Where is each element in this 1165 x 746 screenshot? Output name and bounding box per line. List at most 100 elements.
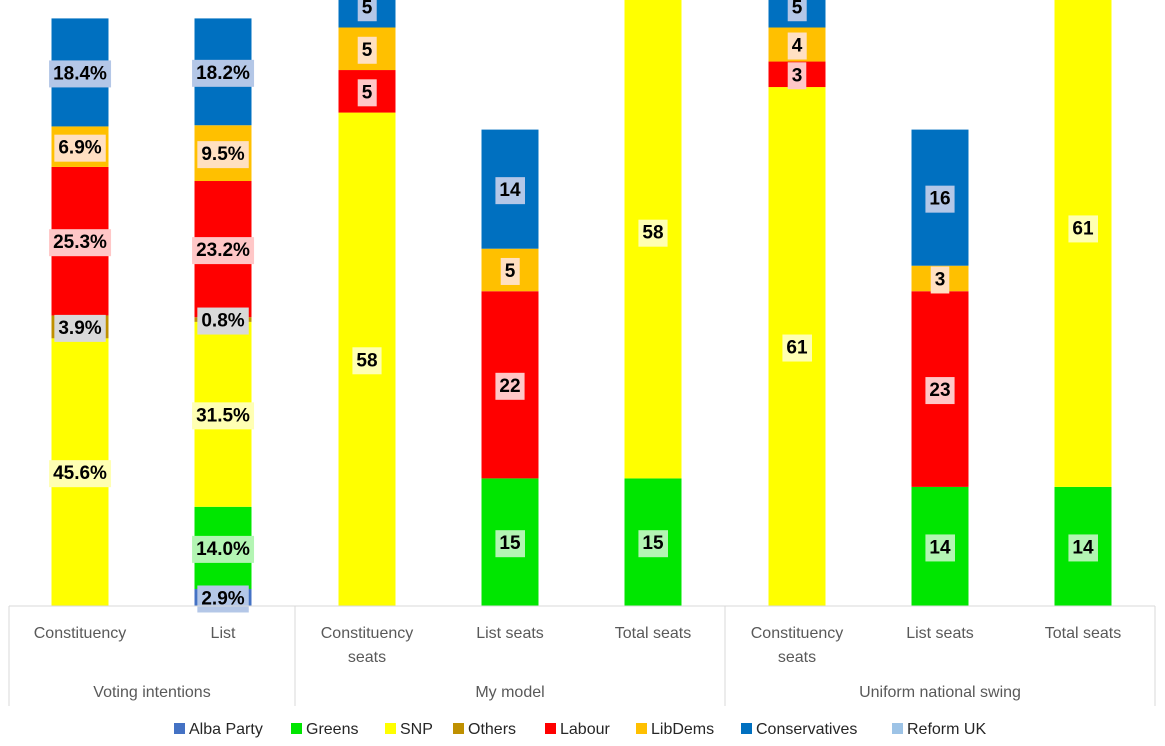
data-label-libdems-1: 9.5% <box>197 141 249 169</box>
data-label-text: 14.0% <box>196 539 250 560</box>
data-label-labour-1: 23.2% <box>192 237 255 265</box>
legend-item-reform-uk: Reform UK <box>892 721 986 738</box>
legend-label: Greens <box>306 721 358 738</box>
data-label-box <box>495 177 525 205</box>
data-label-box <box>192 535 255 563</box>
data-label-text: 14 <box>929 537 951 558</box>
data-label-others-0: 3.9% <box>54 314 106 342</box>
legend-item-snp: SNP <box>385 721 433 738</box>
category-label-7: Total seats <box>1045 625 1121 642</box>
data-label-box <box>357 79 377 107</box>
data-label-text: 23 <box>929 380 950 401</box>
legend-label: Reform UK <box>907 721 986 738</box>
bars-layer <box>51 0 1112 606</box>
data-label-box <box>638 219 668 247</box>
legend: Alba Party Greens SNP Others Labour LibDems Co… <box>174 721 986 738</box>
data-label-text: 18.4% <box>53 63 107 84</box>
data-label-box <box>787 32 807 60</box>
category-axis: Constituency List Constituency seats List se… <box>8 605 1156 706</box>
legend-item-libdems: LibDems <box>636 721 714 738</box>
group-label-uniform-national-swing: Uniform national swing <box>859 684 1021 701</box>
data-label-text: 45.6% <box>53 463 107 484</box>
data-label-libdems-0: 6.9% <box>54 134 106 162</box>
data-label-text: 14 <box>499 180 521 201</box>
data-label-text: 23.2% <box>196 240 250 261</box>
data-label-box <box>197 585 249 613</box>
data-label-text: 15 <box>499 533 521 554</box>
data-label-box <box>638 530 668 558</box>
data-label-labour-6: 23 <box>925 377 955 405</box>
data-label-box <box>49 229 112 257</box>
legend-item-others: Others <box>453 721 516 738</box>
category-label-1: List <box>211 625 236 642</box>
category-label-6: List seats <box>906 625 974 642</box>
data-label-box <box>54 314 106 342</box>
data-label-conservatives-6: 16 <box>925 185 955 213</box>
legend-label: Conservatives <box>756 721 857 738</box>
legend-item-alba-party: Alba Party <box>174 721 263 738</box>
data-label-text: 2.9% <box>201 588 244 609</box>
category-label-2: seats <box>348 649 386 666</box>
data-label-text: 3 <box>935 269 946 290</box>
data-label-snp-2: 58 <box>352 347 382 375</box>
data-label-text: 5 <box>362 82 373 103</box>
data-label-greens-1: 14.0% <box>192 535 255 563</box>
data-label-text: 3.9% <box>58 318 101 339</box>
data-label-text: 15 <box>642 533 664 554</box>
group-label-voting-intentions: Voting intentions <box>93 684 210 701</box>
group-label-my-model: My model <box>475 684 544 701</box>
data-label-box <box>787 0 807 22</box>
legend-swatch <box>892 723 903 734</box>
data-label-box <box>925 185 955 213</box>
data-label-alba-party-1: 2.9% <box>197 585 249 613</box>
legend-swatch <box>174 723 185 734</box>
data-label-greens-6: 14 <box>925 534 955 562</box>
data-label-conservatives-0: 18.4% <box>49 60 112 88</box>
data-label-text: 61 <box>1072 218 1094 239</box>
data-label-box <box>925 377 955 405</box>
legend-swatch <box>636 723 647 734</box>
data-label-greens-4: 15 <box>638 530 668 558</box>
legend-item-greens: Greens <box>291 721 358 738</box>
legend-label: Labour <box>560 721 610 738</box>
data-label-box <box>197 307 249 335</box>
data-label-snp-7: 61 <box>1068 215 1098 243</box>
data-label-box <box>357 0 377 22</box>
data-label-labour-3: 22 <box>495 372 525 400</box>
data-label-box <box>192 237 255 265</box>
category-label-2: Constituency <box>321 625 414 642</box>
data-label-text: 0.8% <box>201 311 244 332</box>
data-label-text: 5 <box>362 40 373 61</box>
data-label-text: 16 <box>929 189 950 210</box>
data-labels-layer: 45.6% 3.9% 25.3% 6.9% 18.4% 2.9% 14.0% 31.5% 0.8… <box>49 0 1098 613</box>
data-label-box <box>54 134 106 162</box>
data-label-box <box>49 60 112 88</box>
data-label-text: 58 <box>642 223 663 244</box>
data-label-box <box>192 402 255 430</box>
data-label-box <box>495 530 525 558</box>
data-label-text: 5 <box>505 261 516 282</box>
data-label-box <box>500 257 520 285</box>
data-label-text: 25.3% <box>53 232 107 253</box>
category-label-4: Total seats <box>615 625 691 642</box>
data-label-text: 61 <box>786 338 808 359</box>
legend-swatch <box>453 723 464 734</box>
data-label-text: 18.2% <box>196 63 250 84</box>
data-label-text: 5 <box>792 0 803 18</box>
data-label-libdems-6: 3 <box>930 266 950 294</box>
legend-label: Alba Party <box>189 721 263 738</box>
data-label-box <box>782 334 812 362</box>
legend-item-conservatives: Conservatives <box>741 721 857 738</box>
data-label-conservatives-3: 14 <box>495 177 525 205</box>
data-label-text: 22 <box>499 376 520 397</box>
data-label-labour-2: 5 <box>357 79 377 107</box>
legend-swatch <box>741 723 752 734</box>
data-label-greens-3: 15 <box>495 530 525 558</box>
data-label-box <box>495 372 525 400</box>
data-label-text: 9.5% <box>201 144 244 165</box>
data-label-others-1: 0.8% <box>197 307 249 335</box>
data-label-box <box>192 59 255 87</box>
data-label-greens-7: 14 <box>1068 534 1098 562</box>
legend-label: Others <box>468 721 516 738</box>
